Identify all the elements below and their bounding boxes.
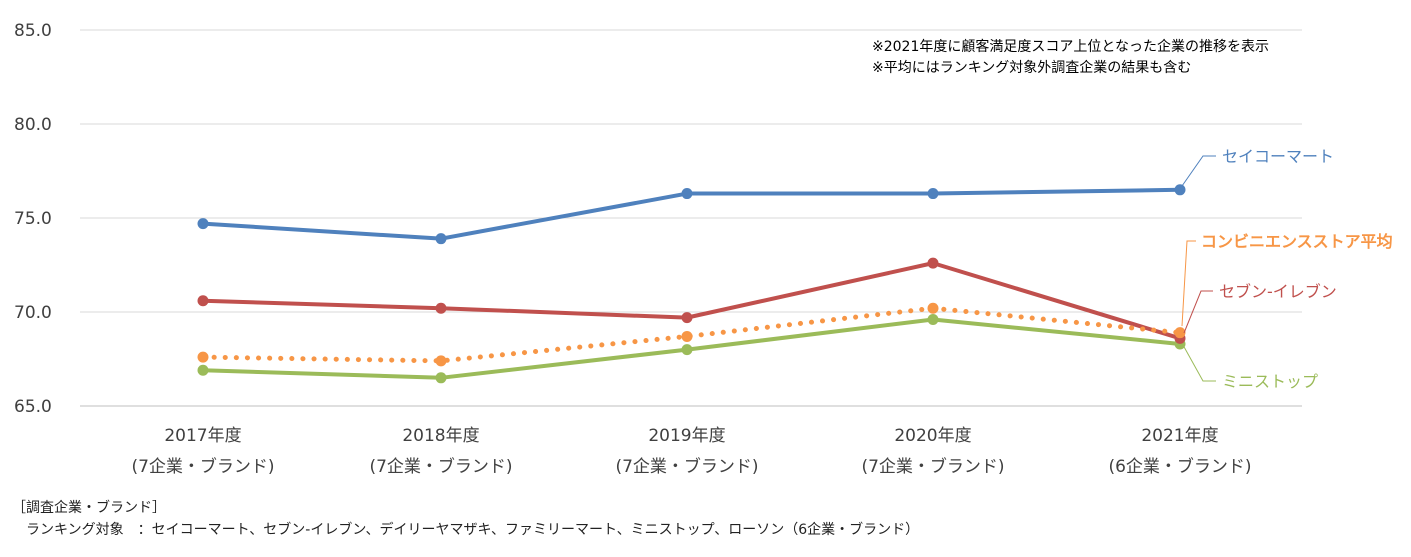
data-point xyxy=(197,218,209,230)
data-point xyxy=(681,188,693,200)
footer-line: ランキング対象 ：セイコーマート、セブン‐イレブン、デイリーヤマザキ、ファミリー… xyxy=(12,522,920,538)
x-tick-sublabel: (6企業・ブランド) xyxy=(1108,456,1251,477)
x-tick-label: 2019年度 xyxy=(648,426,725,446)
x-tick-sublabel: (7企業・ブランド) xyxy=(131,456,274,477)
data-point xyxy=(1174,327,1186,339)
series-group xyxy=(197,184,1186,384)
leader-line xyxy=(1183,290,1213,334)
x-tick-label: 2018年度 xyxy=(402,426,479,446)
chart-note-1: ※2021年度に顧客満足度スコア上位となった企業の推移を表示 xyxy=(872,38,1269,55)
series-3 xyxy=(197,314,1186,384)
leader-line xyxy=(1181,240,1196,327)
series-label: コンビニエンスストア平均 xyxy=(1201,232,1393,251)
footer-heading: ［調査企業・ブランド］ xyxy=(12,500,166,516)
x-tick-label: 2020年度 xyxy=(894,426,971,446)
leader-line xyxy=(1182,344,1216,382)
data-point xyxy=(927,257,939,269)
y-tick-label: 85.0 xyxy=(14,21,52,41)
series-line xyxy=(201,261,1182,341)
data-point xyxy=(927,302,939,314)
data-point xyxy=(681,330,693,342)
data-point xyxy=(927,314,939,326)
data-point xyxy=(435,233,447,245)
data-point xyxy=(1174,184,1186,196)
series-label: セイコーマート xyxy=(1222,147,1334,166)
series-label: セブン‐イレブン xyxy=(1219,282,1337,301)
series-line xyxy=(201,187,1182,241)
y-tick-label: 65.0 xyxy=(14,397,52,417)
x-tick-sublabel: (7企業・ブランド) xyxy=(861,456,1004,477)
y-tick-label: 75.0 xyxy=(14,209,52,229)
data-point xyxy=(435,355,447,367)
data-point xyxy=(681,344,693,356)
data-point xyxy=(435,302,447,314)
series-2 xyxy=(197,257,1186,344)
x-tick-sublabel: (7企業・ブランド) xyxy=(369,456,512,477)
data-point xyxy=(927,188,939,200)
x-axis-ticks: 2017年度 (7企業・ブランド) 2018年度 (7企業・ブランド) 2019年度 (7… xyxy=(131,426,1251,477)
series-0 xyxy=(197,184,1186,245)
chart-note-2: ※平均にはランキング対象外調査企業の結果も含む xyxy=(872,59,1191,76)
data-point xyxy=(681,312,693,324)
data-point xyxy=(197,364,209,376)
series-label: ミニストップ xyxy=(1222,372,1318,391)
data-point xyxy=(197,351,209,363)
x-tick-label: 2017年度 xyxy=(164,426,241,446)
y-axis-ticks: 65.0 70.0 75.0 80.0 85.0 xyxy=(14,21,52,417)
series-1 xyxy=(197,302,1186,367)
x-tick-sublabel: (7企業・ブランド) xyxy=(615,456,758,477)
leader-line xyxy=(1181,155,1216,187)
x-tick-label: 2021年度 xyxy=(1141,426,1218,446)
data-point xyxy=(435,372,447,384)
y-tick-label: 70.0 xyxy=(14,303,52,323)
data-point xyxy=(197,295,209,307)
y-tick-label: 80.0 xyxy=(14,115,52,135)
